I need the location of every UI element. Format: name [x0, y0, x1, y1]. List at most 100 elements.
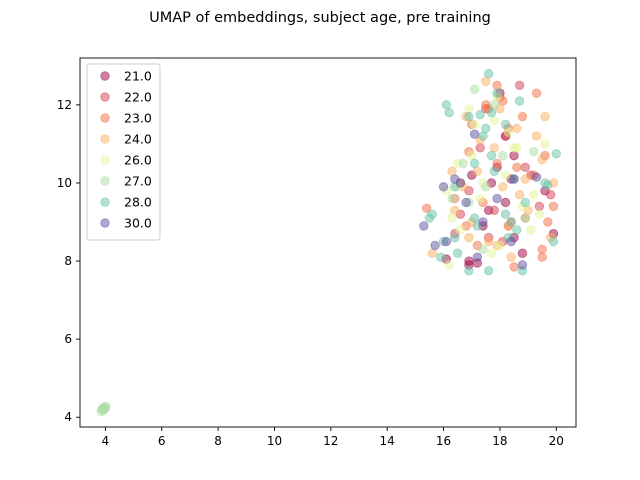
scatter-point [500, 119, 511, 130]
scatter-point [450, 205, 460, 215]
x-tick-label: 12 [323, 434, 338, 448]
scatter-point [458, 158, 468, 169]
x-tick-label: 16 [436, 434, 451, 448]
scatter-point [483, 68, 494, 79]
y-tick-label: 10 [57, 176, 72, 190]
legend-marker [100, 197, 110, 207]
scatter-point [478, 244, 488, 255]
legend-label: 21.0 [124, 69, 152, 84]
scatter-point [514, 189, 525, 200]
legend-box [86, 63, 161, 241]
x-tick-label: 14 [380, 434, 395, 448]
legend-label: 24.0 [124, 132, 152, 147]
points-layer [96, 68, 561, 417]
legend-marker [100, 218, 110, 228]
scatter-point [452, 248, 463, 258]
scatter-point [461, 197, 471, 208]
scatter-point [543, 217, 553, 227]
scatter-point [514, 96, 525, 106]
scatter-point [481, 76, 491, 87]
scatter-point [520, 162, 530, 173]
scatter-point [489, 143, 499, 153]
legend-label: 27.0 [124, 174, 152, 189]
y-tick-label: 6 [64, 332, 72, 346]
scatter-point [464, 111, 474, 122]
scatter-point [450, 174, 460, 184]
legend-marker [100, 92, 110, 102]
scatter-point [529, 147, 539, 157]
scatter-point [469, 129, 480, 139]
x-tick-label: 6 [158, 434, 166, 448]
scatter-point [469, 213, 480, 223]
scatter-point [444, 107, 454, 118]
scatter-point [520, 197, 530, 208]
scatter-point [512, 123, 522, 133]
scatter-point [447, 213, 457, 223]
scatter-point [472, 166, 483, 176]
scatter-point [520, 174, 530, 184]
scatter-point [469, 84, 480, 94]
scatter-point [492, 80, 502, 91]
scatter-point [467, 150, 477, 161]
scatter-point [486, 248, 497, 258]
scatter-point [447, 166, 457, 176]
scatter-point [421, 203, 432, 214]
scatter-point [483, 236, 494, 247]
scatter-point [469, 119, 480, 130]
scatter-point [495, 240, 505, 251]
plot-frame [79, 57, 577, 428]
scatter-point [540, 178, 550, 188]
scatter-point [512, 162, 522, 173]
scatter-point [531, 88, 542, 98]
scatter-point [506, 217, 516, 227]
scatter-point [512, 225, 522, 235]
legend-marker [100, 113, 110, 123]
legend: 21.0 22.0 23.0 24.0 26.0 27.0 28.0 30.0 [86, 63, 161, 241]
x-tick-label: 18 [492, 434, 507, 448]
scatter-point [464, 104, 474, 114]
scatter-point [441, 236, 452, 247]
scatter-point [489, 205, 499, 215]
scatter-point [551, 148, 561, 159]
scatter-point [472, 252, 483, 262]
scatter-point [534, 201, 545, 212]
scatter-point [517, 111, 528, 122]
scatter-point [469, 158, 480, 169]
scatter-point [475, 193, 485, 204]
scatter-point [436, 252, 446, 262]
scatter-point [506, 252, 516, 262]
scatter-point [427, 248, 437, 258]
scatter-point [492, 158, 502, 169]
y-tick-label: 8 [64, 254, 72, 268]
scatter-point [481, 182, 491, 192]
scatter-point [441, 100, 452, 110]
scatter-point [503, 127, 514, 137]
scatter-point [514, 80, 525, 91]
scatter-point [486, 150, 497, 161]
scatter-point [489, 100, 499, 110]
scatter-point [464, 232, 474, 243]
scatter-point [464, 266, 474, 276]
scatter-point [455, 225, 466, 235]
scatter-point [545, 189, 556, 200]
scatter-point [526, 225, 536, 235]
scatter-point [447, 193, 457, 204]
scatter-point [509, 174, 519, 184]
scatter-point [520, 213, 530, 223]
scatter-point [438, 182, 449, 192]
scatter-point [475, 143, 485, 153]
scatter-point [489, 115, 499, 126]
scatter-point [531, 172, 542, 182]
y-tick-label: 12 [57, 98, 72, 112]
scatter-point [498, 150, 508, 161]
y-tick-label: 4 [64, 410, 72, 424]
scatter-point [548, 201, 559, 212]
legend-marker [100, 71, 110, 81]
scatter-point [492, 193, 502, 204]
x-tick-label: 8 [214, 434, 222, 448]
scatter-point [450, 232, 460, 243]
scatter-point [478, 217, 488, 227]
legend-marker [100, 134, 110, 144]
scatter-point [534, 209, 545, 219]
scatter-point [498, 182, 508, 192]
